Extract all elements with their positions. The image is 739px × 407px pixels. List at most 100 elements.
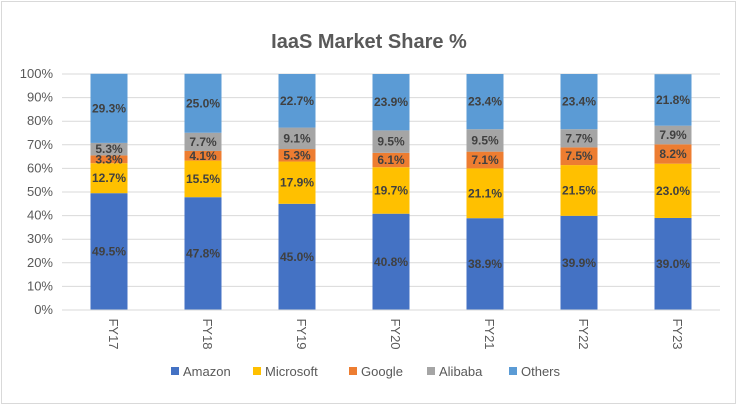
data-label: 40.8% [374,255,408,269]
bar-segment [560,147,598,166]
bar-segment [466,218,504,310]
bar-segment [184,132,222,151]
legend-label: Microsoft [265,364,318,379]
y-tick-label: 10% [27,278,53,293]
data-label: 39.9% [562,256,596,270]
data-label: 19.7% [374,183,408,197]
data-label: 4.1% [189,149,217,163]
bar-segment [560,129,598,148]
y-tick-label: 30% [27,231,53,246]
y-tick-label: 100% [20,66,54,81]
bar-segment [466,168,504,219]
data-label: 7.7% [189,135,217,149]
data-label: 39.0% [656,257,690,271]
data-label: 12.7% [92,171,126,185]
bar-segment [278,74,316,128]
chart-title: IaaS Market Share % [271,31,467,53]
x-tick-label: FY17 [106,318,121,349]
bar-segment [560,74,598,130]
bar-segment [90,155,128,164]
data-label: 9.5% [471,133,499,147]
bar-segment [654,74,692,126]
y-tick-label: 90% [27,90,53,105]
y-tick-label: 40% [27,208,53,223]
data-label: 29.3% [92,101,126,115]
y-tick-label: 80% [27,113,53,128]
x-tick-label: FY18 [200,318,215,349]
data-label: 7.5% [565,149,593,163]
x-tick-label: FY19 [294,318,309,349]
data-label: 49.5% [92,245,126,259]
data-label: 22.7% [280,94,314,108]
bar-segment [278,127,316,150]
y-tick-label: 60% [27,160,53,175]
data-label: 23.4% [468,95,502,109]
data-label: 7.1% [471,153,499,167]
legend-swatch [349,367,357,375]
legend-label: Amazon [183,364,231,379]
x-tick-label: FY23 [670,318,685,349]
bar-segment [654,217,692,310]
data-label: 7.7% [565,131,593,145]
bar-segment [654,163,692,218]
bars [90,73,692,310]
x-tick-label: FY20 [388,318,403,349]
legend-label: Others [521,364,561,379]
data-label: 23.9% [374,95,408,109]
bar-segment [372,130,410,153]
bar-segment [466,74,504,130]
bar-segment [372,74,410,131]
legend: Amazon Microsoft Google Alibaba Others [171,364,561,379]
y-axis-ticks: 0% 10% 20% 30% 40% 50% 60% 70% 80% 90% 100% [20,66,54,317]
bar-segment [184,197,222,310]
bar-segment [184,150,222,161]
data-label: 8.2% [659,147,687,161]
x-axis-ticks: FY17 FY18 FY19 FY20 FY21 FY22 FY23 [106,318,685,349]
bar-segment [466,151,504,169]
legend-swatch [427,367,435,375]
bar-segment [560,215,598,310]
bar-segment [278,203,316,310]
data-label: 5.3% [283,148,311,162]
data-label: 21.5% [562,183,596,197]
legend-swatch [171,367,179,375]
data-label: 21.1% [468,186,502,200]
y-tick-label: 50% [27,184,53,199]
bar-segment [654,125,692,145]
y-tick-label: 20% [27,255,53,270]
bar-segment [184,73,222,133]
bar-segment [278,149,316,162]
data-label: 23.4% [562,95,596,109]
data-label: 9.1% [283,131,311,145]
bar-segment [278,161,316,204]
data-label: 6.1% [377,153,405,167]
data-label: 25.0% [186,96,220,110]
bar-segment [466,129,504,152]
bar-segment [90,163,128,194]
data-label: 23.0% [656,184,690,198]
data-label: 9.5% [377,135,405,149]
x-tick-label: FY21 [482,318,497,349]
data-label: 47.8% [186,247,220,261]
y-tick-label: 70% [27,137,53,152]
data-label: 38.9% [468,257,502,271]
legend-label: Alibaba [439,364,483,379]
data-label: 7.9% [659,128,687,142]
bar-segment [560,165,598,216]
data-labels: 49.5%12.7%3.3%5.3%29.3%47.8%15.5%4.1%7.7… [92,93,690,271]
x-tick-label: FY22 [576,318,591,349]
data-label: 3.3% [95,152,123,166]
bar-segment [372,213,410,310]
data-label: 5.3% [95,142,123,156]
bar-segment [654,144,692,164]
bar-segment [90,193,128,310]
bar-segment [184,160,222,198]
data-label: 15.5% [186,172,220,186]
data-label: 21.8% [656,93,690,107]
legend-label: Google [361,364,403,379]
y-tick-label: 0% [34,302,53,317]
legend-swatch [509,367,517,375]
bar-segment [372,167,410,214]
